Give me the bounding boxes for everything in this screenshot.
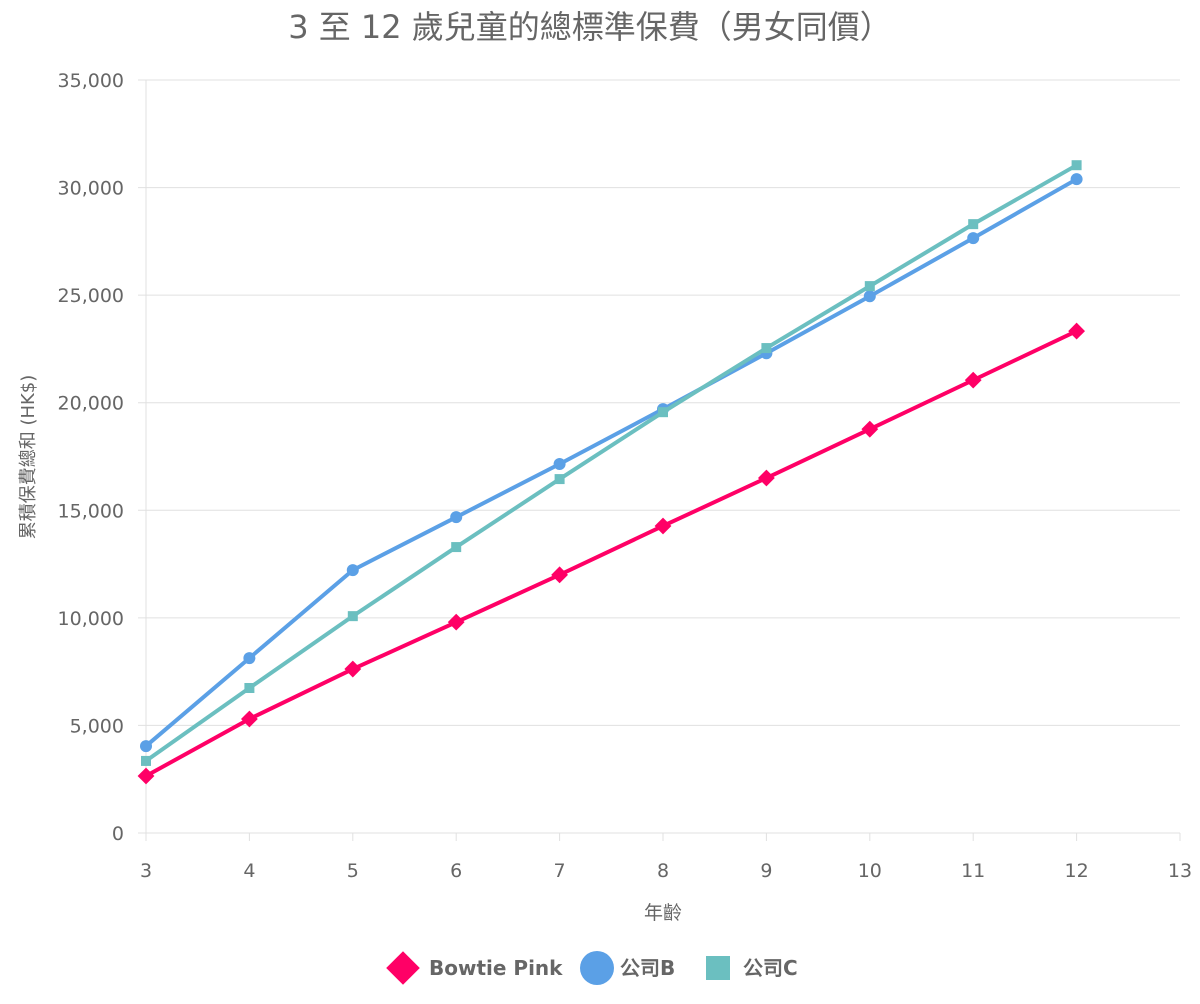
data-point xyxy=(553,458,566,471)
y-tick-label: 15,000 xyxy=(58,500,124,522)
legend-label: 公司C xyxy=(743,956,798,980)
data-point xyxy=(140,740,152,753)
x-tick-label: 10 xyxy=(858,860,882,882)
data-point xyxy=(654,517,672,535)
y-tick-label: 5,000 xyxy=(70,715,124,737)
x-tick-label: 6 xyxy=(450,860,462,882)
data-point xyxy=(964,371,982,389)
data-point xyxy=(347,611,358,622)
y-tick-label: 0 xyxy=(112,823,124,845)
y-tick-label: 30,000 xyxy=(58,178,124,200)
series-line xyxy=(144,177,1078,748)
data-point xyxy=(864,281,875,292)
data-point xyxy=(137,767,155,785)
data-point xyxy=(450,511,463,524)
series-0 xyxy=(137,322,1085,785)
legend-label: Bowtie Pink xyxy=(429,956,563,980)
data-point xyxy=(344,660,362,678)
data-point xyxy=(447,613,465,631)
y-axis-label: 累積保費總和 (HK$) xyxy=(18,375,39,540)
data-point xyxy=(346,564,359,577)
x-tick-label: 4 xyxy=(243,860,255,882)
x-tick-label: 3 xyxy=(140,860,152,882)
x-tick-label: 5 xyxy=(347,860,359,882)
data-point xyxy=(1071,160,1082,171)
x-tick-label: 13 xyxy=(1168,860,1192,882)
legend-label: 公司B xyxy=(620,956,675,980)
data-point xyxy=(241,710,258,728)
y-tick-label: 20,000 xyxy=(58,393,124,415)
series-line xyxy=(145,329,1078,778)
data-point xyxy=(863,290,876,303)
data-point xyxy=(967,232,980,245)
series-line xyxy=(144,163,1078,763)
x-axis-label: 年齡 xyxy=(644,902,682,924)
data-point xyxy=(761,343,772,354)
data-point xyxy=(1070,173,1083,186)
chart-title: 3 至 12 歲兒童的總標準保費（男女同價） xyxy=(288,8,892,46)
legend: Bowtie Pink 公司B 公司C xyxy=(386,951,798,985)
y-tick-label: 10,000 xyxy=(58,608,124,630)
x-tick-label: 8 xyxy=(657,860,669,882)
legend-marker xyxy=(386,951,420,985)
data-point xyxy=(244,682,255,693)
x-tick-label: 11 xyxy=(961,860,985,882)
x-tick-label: 12 xyxy=(1065,860,1089,882)
y-tick-label: 25,000 xyxy=(58,285,124,307)
data-point xyxy=(968,219,979,230)
data-point xyxy=(141,755,151,766)
data-point xyxy=(758,469,775,487)
legend-marker xyxy=(580,951,614,985)
data-point xyxy=(451,542,462,553)
data-point xyxy=(243,652,256,665)
data-point xyxy=(551,566,568,584)
data-point xyxy=(658,407,668,418)
data-point xyxy=(861,420,879,438)
x-tick-label: 7 xyxy=(554,860,566,882)
data-point xyxy=(554,474,565,485)
series-2 xyxy=(141,160,1082,766)
x-tick-label: 9 xyxy=(760,860,772,882)
y-tick-label: 35,000 xyxy=(58,70,124,92)
legend-marker xyxy=(706,956,730,980)
data-point xyxy=(1068,322,1085,340)
